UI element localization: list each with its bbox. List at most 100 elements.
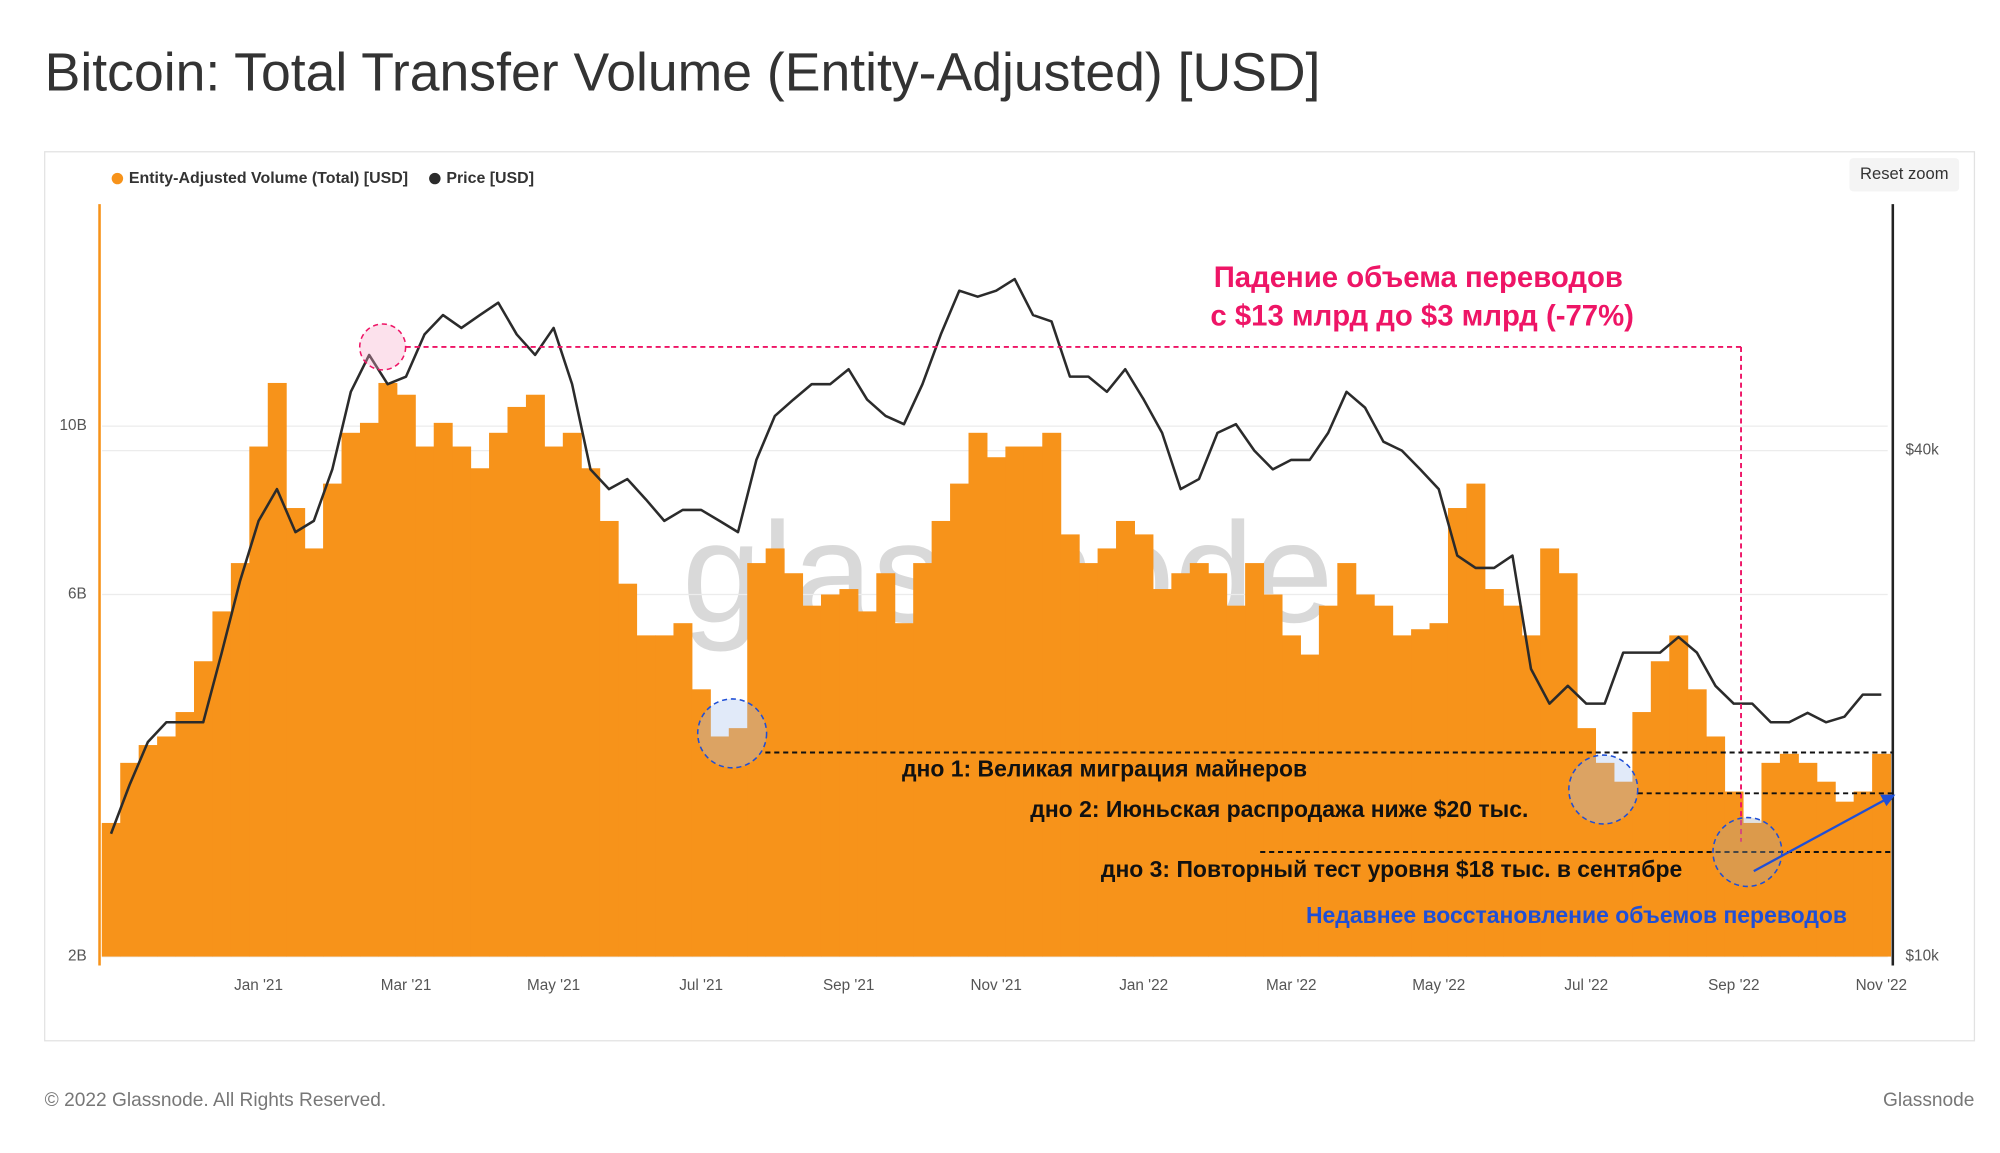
- bar: [1558, 573, 1578, 957]
- bar: [728, 728, 748, 957]
- bar: [913, 563, 933, 957]
- bar: [857, 611, 877, 957]
- bar: [1282, 635, 1301, 957]
- x-tick-label: Jul '22: [1564, 977, 1608, 994]
- annotation-circle: [696, 698, 768, 769]
- bar: [194, 661, 213, 957]
- bar: [1263, 594, 1283, 957]
- bar: [1355, 594, 1375, 957]
- x-tick-label: May '21: [527, 977, 580, 994]
- bar: [1171, 573, 1191, 957]
- bar: [839, 589, 859, 957]
- x-tick-label: Nov '22: [1856, 977, 1907, 994]
- y2-tick-label: $40k: [1906, 442, 1940, 459]
- bar: [655, 635, 674, 957]
- bar: [802, 605, 822, 957]
- bar: [433, 422, 453, 957]
- bar: [1503, 605, 1523, 957]
- bar: [1042, 432, 1062, 957]
- page-title: Bitcoin: Total Transfer Volume (Entity-A…: [45, 44, 1321, 103]
- bar: [968, 432, 988, 957]
- bar: [784, 573, 804, 957]
- bar: [396, 394, 416, 957]
- bar: [157, 736, 177, 957]
- bar: [820, 594, 840, 957]
- annotation-text: Недавнее восстановление объемов переводо…: [1306, 902, 1847, 928]
- volume-bars: [101, 382, 1892, 957]
- bar: [1208, 573, 1228, 957]
- x-tick-label: Jan '22: [1119, 977, 1168, 994]
- bar: [470, 468, 490, 957]
- bar: [1595, 762, 1615, 957]
- annotation-circle: [358, 323, 407, 371]
- x-tick-label: Jan '21: [234, 977, 283, 994]
- y2-tick-label: $10k: [1906, 948, 1940, 965]
- x-tick-label: Nov '21: [970, 977, 1021, 994]
- bar: [267, 382, 287, 957]
- y-tick-label: 6B: [68, 586, 87, 603]
- annotation-arrow: [1753, 798, 1886, 873]
- bar: [581, 468, 601, 957]
- bar: [1816, 781, 1836, 957]
- bar: [101, 822, 121, 957]
- reset-zoom-button[interactable]: [1849, 158, 1960, 192]
- bar: [931, 520, 951, 957]
- bar: [415, 446, 435, 957]
- legend-marker: [111, 172, 124, 185]
- bar: [950, 483, 970, 957]
- bar: [1779, 753, 1799, 957]
- bar: [1374, 605, 1394, 957]
- y-tick-label: 2B: [68, 948, 87, 965]
- annotation-text: с $13 млрд до $3 млрд (-77%): [1210, 299, 1634, 332]
- annotation-circle: [1568, 754, 1639, 825]
- legend-label: Entity-Adjusted Volume (Total) [USD]: [129, 170, 408, 187]
- bar: [1060, 534, 1080, 957]
- bar: [1226, 605, 1246, 957]
- bar: [673, 623, 693, 957]
- bar: [1392, 635, 1412, 957]
- bar: [1724, 791, 1744, 957]
- bar: [1761, 762, 1781, 957]
- bar: [618, 583, 638, 957]
- bar: [599, 520, 619, 957]
- bar: [1300, 654, 1320, 957]
- x-tick-label: May '22: [1412, 977, 1465, 994]
- bar: [1079, 563, 1099, 957]
- bar: [1318, 605, 1338, 957]
- x-tick-label: Sep '22: [1708, 977, 1759, 994]
- bar: [1023, 446, 1043, 957]
- legend-marker: [429, 172, 441, 185]
- bar: [1872, 753, 1892, 957]
- bar: [1835, 801, 1855, 957]
- annotation-arrowhead: [1880, 794, 1896, 807]
- bar: [562, 432, 582, 957]
- legend-label: Price [USD]: [446, 170, 534, 187]
- bar: [876, 573, 896, 957]
- bar: [1466, 483, 1486, 957]
- x-tick-label: Jul '21: [679, 977, 723, 994]
- bar: [1005, 446, 1025, 957]
- y-tick-label: 10B: [60, 417, 87, 434]
- bar: [1632, 712, 1652, 957]
- bar: [359, 422, 379, 957]
- annotation-text: Падение объема переводов: [1214, 261, 1623, 294]
- bar: [489, 432, 509, 957]
- bar: [1521, 635, 1541, 957]
- bar: [341, 432, 361, 957]
- bar: [1687, 689, 1707, 957]
- bar: [1134, 534, 1154, 957]
- bar: [986, 457, 1006, 957]
- bar: [452, 446, 472, 957]
- bar: [710, 736, 730, 957]
- bar: [1798, 762, 1818, 957]
- bar: [636, 635, 656, 957]
- bar: [286, 508, 306, 957]
- bar: [525, 394, 545, 957]
- annotation-circle: [1712, 816, 1783, 888]
- bar: [1152, 589, 1172, 957]
- reset-zoom-label[interactable]: Reset zoom: [1860, 164, 1948, 183]
- bar: [249, 446, 269, 957]
- bar: [1447, 508, 1467, 957]
